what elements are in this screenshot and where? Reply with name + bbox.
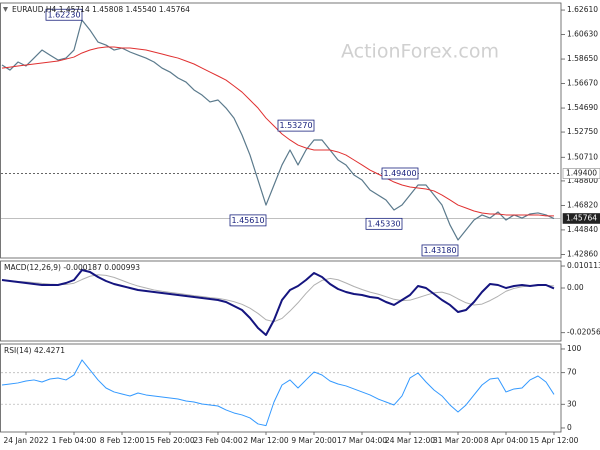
panel-title: RSI(14) 42.4271	[4, 346, 65, 355]
annotation-label: 1.53270	[279, 121, 312, 130]
y-tick-label: 1.56670	[567, 79, 598, 88]
annotation-box	[229, 214, 267, 227]
y-tick-label: 70	[567, 368, 577, 377]
x-tick-label: 9 Mar 20:00	[291, 436, 337, 445]
annotation-box	[365, 217, 403, 230]
panel-frame	[0, 2, 562, 259]
y-tick-label: 100	[567, 344, 582, 353]
y-tick-label: 1.58650	[567, 54, 598, 63]
panel-frame	[0, 260, 562, 342]
y-tick-label: 0.010113	[567, 261, 600, 270]
series-line	[1, 269, 555, 336]
annotation-label: 1.49400	[383, 169, 416, 178]
panel-title: MACD(12,26,9) -0.000187 0.000993	[4, 263, 140, 272]
annotation-label: 1.62230	[47, 10, 80, 19]
y-tick-label: -0.020561	[567, 328, 600, 337]
y-tick-label: 1.52750	[567, 127, 598, 136]
y-tick-label: 0.00	[567, 283, 584, 292]
x-tick-label: 15 Feb 20:00	[145, 436, 194, 445]
x-tick-label: 1 Feb 04:00	[52, 436, 97, 445]
series-line	[1, 359, 555, 427]
watermark: ActionForex.com	[341, 41, 499, 63]
price-label: 1.49400	[566, 168, 597, 177]
y-tick-label: 0	[567, 423, 572, 432]
y-tick-label: 30	[567, 399, 577, 408]
panel-title: EURAUD,H4 1.45714 1.45808 1.45540 1.4576…	[12, 5, 190, 14]
annotation-box	[381, 167, 419, 180]
series-line	[1, 19, 555, 241]
y-tick-label: 1.50710	[567, 152, 598, 161]
x-tick-label: 24 Mar 12:00	[385, 436, 435, 445]
x-tick-label: 23 Feb 04:00	[193, 436, 242, 445]
price-label-box	[562, 213, 600, 224]
panel-frame	[0, 343, 562, 433]
annotation-box	[277, 119, 315, 132]
y-tick-label: 1.62610	[567, 5, 598, 14]
annotation-box	[421, 244, 459, 257]
x-tick-label: 8 Feb 12:00	[100, 436, 145, 445]
annotation-label: 1.45330	[367, 219, 400, 228]
y-tick-label: 1.42860	[567, 249, 598, 258]
x-tick-label: 2 Mar 12:00	[243, 436, 289, 445]
x-tick-label: 31 Mar 20:00	[433, 436, 483, 445]
y-tick-label: 1.60630	[567, 30, 598, 39]
price-label-box	[562, 168, 600, 179]
x-tick-label: 8 Apr 04:00	[484, 436, 528, 445]
annotation-label: 1.43180	[423, 246, 456, 255]
y-tick-label: 1.44840	[567, 225, 598, 234]
y-tick-label: 1.54690	[567, 103, 598, 112]
x-tick-label: 15 Apr 12:00	[530, 436, 579, 445]
x-tick-label: 17 Mar 04:00	[337, 436, 387, 445]
symbol-icon	[3, 7, 8, 12]
annotation-label: 1.45610	[231, 216, 264, 225]
annotation-box	[45, 8, 83, 21]
x-tick-label: 24 Jan 2022	[4, 436, 49, 445]
price-label: 1.45764	[566, 213, 597, 222]
y-tick-label: 1.46820	[567, 200, 598, 209]
y-tick-label: 1.48800	[567, 176, 598, 185]
